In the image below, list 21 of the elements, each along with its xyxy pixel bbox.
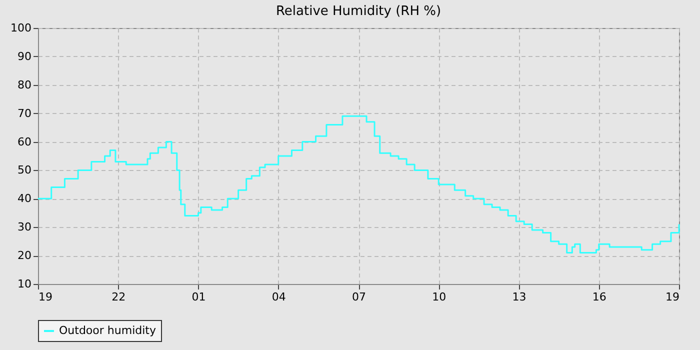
y-tick-label: 80 <box>18 78 32 92</box>
legend-label: Outdoor humidity <box>59 324 156 337</box>
y-tick-label: 10 <box>18 278 32 290</box>
x-tick-label: 13 <box>512 290 526 304</box>
chart-title: Relative Humidity (RH %) <box>276 4 442 19</box>
x-tick-label: 22 <box>112 290 126 304</box>
x-tick-label: 07 <box>352 290 366 304</box>
y-tick-label: 90 <box>18 50 32 63</box>
y-tick-label: 60 <box>18 135 32 148</box>
x-tick-label: 19 <box>666 290 680 304</box>
x-tick-label: 10 <box>432 290 446 304</box>
x-tick-label: 19 <box>38 290 52 304</box>
y-tick-label: 20 <box>18 249 32 262</box>
y-tick-label: 100 <box>10 22 32 34</box>
x-tick-label: 01 <box>192 290 206 304</box>
x-tick-label: 16 <box>592 290 606 304</box>
x-tick-label: 04 <box>272 290 286 304</box>
y-tick-label: 50 <box>18 164 32 177</box>
y-tick-label: 40 <box>18 192 32 206</box>
y-tick-label: 30 <box>18 220 32 234</box>
y-tick-label: 70 <box>18 106 32 120</box>
